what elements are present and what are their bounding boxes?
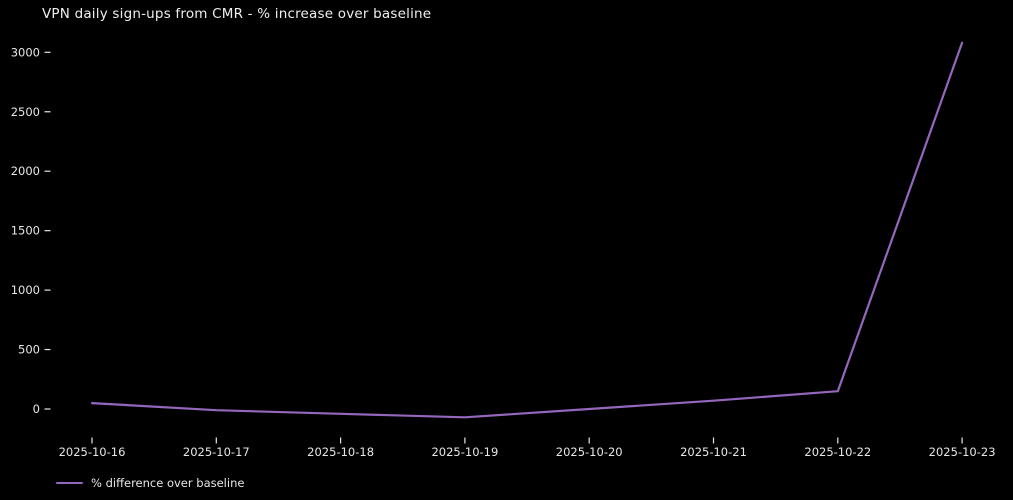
x-tick-label: 2025-10-20 [556, 445, 623, 459]
chart-title: VPN daily sign-ups from CMR - % increase… [42, 6, 432, 22]
legend-label: % difference over baseline [91, 476, 245, 490]
y-tick-label: 2500 [11, 105, 40, 119]
y-tick-label: 0 [33, 402, 40, 416]
x-tick-label: 2025-10-19 [431, 445, 498, 459]
legend-line-swatch [56, 481, 83, 485]
x-tick-label: 2025-10-17 [183, 445, 250, 459]
series-line [90, 41, 964, 419]
x-tick-label: 2025-10-21 [680, 445, 747, 459]
legend: % difference over baseline [56, 475, 244, 491]
y-tick-label: 500 [18, 343, 40, 357]
y-tick-label: 3000 [11, 45, 40, 59]
y-tick-label: 1500 [11, 224, 40, 238]
x-tick-label: 2025-10-16 [59, 445, 126, 459]
x-tick-label: 2025-10-23 [929, 445, 996, 459]
x-tick-label: 2025-10-18 [307, 445, 374, 459]
x-tick-label: 2025-10-22 [804, 445, 871, 459]
y-tick-label: 1000 [11, 283, 40, 297]
y-tick-label: 2000 [11, 164, 40, 178]
